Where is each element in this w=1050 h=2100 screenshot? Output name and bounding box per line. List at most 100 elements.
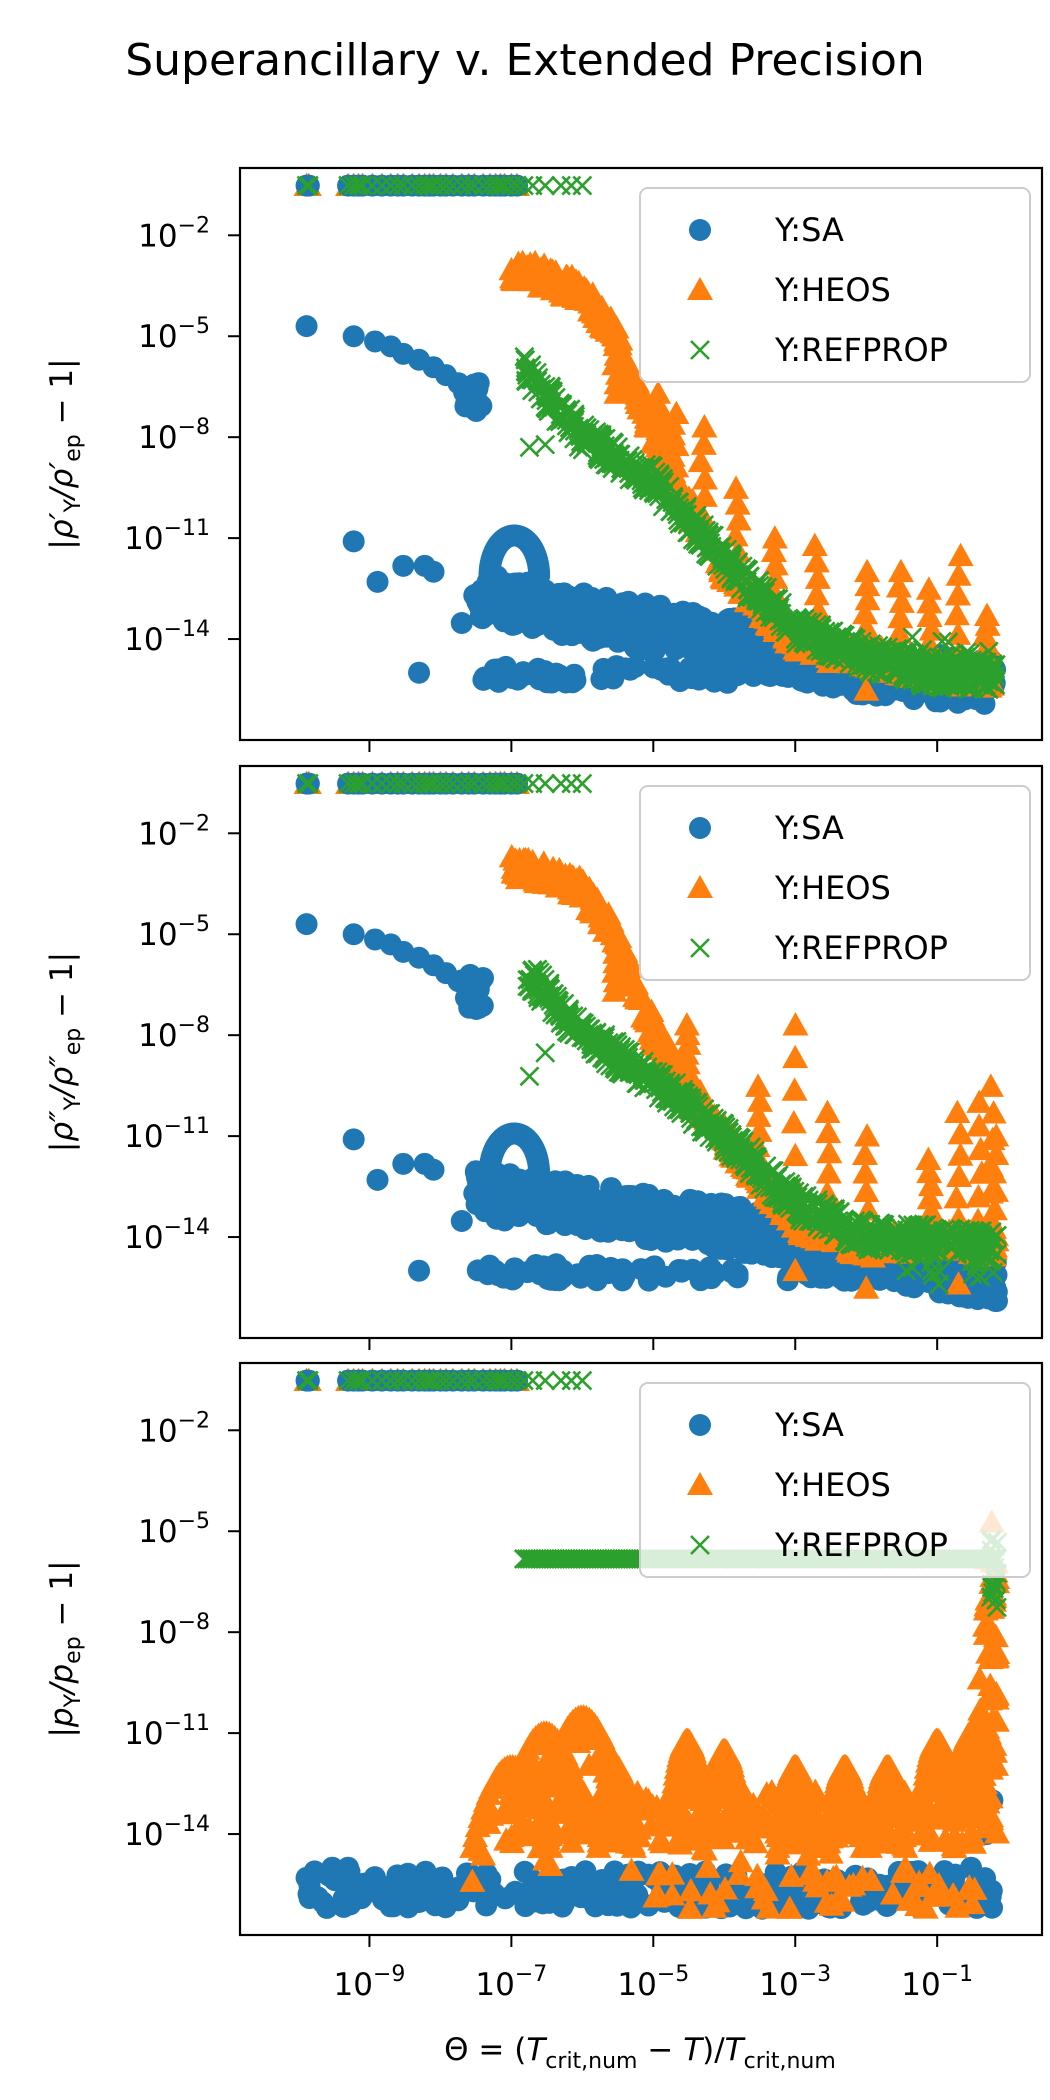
sa-point: [560, 669, 583, 692]
refprop-point: [464, 1370, 485, 1391]
sa-point: [466, 1165, 489, 1188]
sa-point: [680, 1219, 703, 1242]
y-axis-label: |ρ′Y/ρ′ep − 1|: [44, 358, 86, 549]
y-tick-label: 10−14: [124, 1215, 210, 1256]
heos-point: [983, 1141, 1010, 1165]
heos-point: [694, 1854, 721, 1878]
heos-point: [916, 603, 943, 627]
sa-point: [492, 1184, 515, 1207]
heos-point: [745, 1103, 772, 1127]
refprop-point: [551, 175, 571, 196]
refprop-point: [387, 773, 408, 794]
heos-point: [801, 532, 828, 556]
heos-point: [781, 1077, 808, 1101]
sa-point: [632, 636, 655, 659]
refprop-point: [507, 773, 527, 794]
refprop-point: [807, 614, 827, 635]
sa-point: [718, 642, 741, 665]
heos-point: [918, 617, 945, 641]
heos-point: [645, 380, 672, 404]
heos-point: [526, 858, 553, 882]
heos-point: [622, 370, 649, 394]
sa-point: [659, 656, 682, 679]
sa-point: [630, 1258, 653, 1281]
heos-point: [549, 1763, 576, 1787]
heos-point: [575, 280, 602, 304]
refprop-point: [749, 575, 770, 596]
sa-point: [466, 1259, 489, 1282]
refprop-point: [751, 591, 772, 611]
y-tick-label: 10−2: [138, 213, 210, 254]
sa-point: [681, 1258, 704, 1281]
refprop-point: [563, 1024, 584, 1045]
refprop-point: [832, 628, 853, 648]
refprop-point: [914, 670, 935, 691]
sa-point: [614, 657, 637, 680]
refprop-point: [343, 1370, 364, 1391]
heos-point: [638, 998, 665, 1023]
sa-point: [714, 1193, 737, 1216]
refprop-point: [535, 773, 556, 794]
heos-point: [691, 466, 718, 490]
refprop-point: [296, 1370, 317, 1391]
plot-area: [293, 172, 1007, 715]
sa-point: [590, 1257, 613, 1280]
sa-point: [662, 1194, 685, 1217]
sa-point: [602, 613, 625, 636]
refprop-point: [605, 452, 626, 472]
heos-point: [816, 1139, 843, 1164]
refprop-point: [298, 175, 319, 196]
sa-point: [764, 1861, 787, 1884]
heos-point: [854, 558, 881, 583]
heos-point: [943, 1184, 970, 1209]
refprop-point: [902, 627, 923, 648]
refprop-point: [535, 1370, 556, 1391]
sa-point: [474, 581, 497, 604]
refprop-point: [892, 665, 913, 686]
refprop-point: [436, 1370, 456, 1391]
y-tick-label: 10−11: [124, 516, 210, 557]
refprop-point: [513, 1370, 534, 1391]
refprop-point: [362, 1370, 383, 1391]
refprop-point: [950, 668, 971, 688]
y-tick-label: 10−8: [138, 1013, 210, 1054]
heos-point: [782, 1257, 809, 1282]
sa-point: [470, 394, 493, 417]
refprop-point: [819, 1207, 840, 1227]
refprop-point: [343, 175, 364, 196]
refprop-point: [937, 662, 958, 683]
refprop-point: [904, 647, 925, 668]
refprop-point: [974, 1228, 995, 1248]
refprop-point: [929, 1274, 949, 1295]
refprop-point: [458, 175, 479, 196]
refprop-point: [725, 1146, 746, 1167]
refprop-point: [812, 640, 833, 660]
refprop-point: [787, 615, 808, 636]
refprop-point: [352, 175, 373, 196]
heos-point: [605, 361, 632, 385]
refprop-point: [442, 175, 463, 196]
legend-marker-heos: [687, 277, 713, 300]
refprop-point: [527, 362, 547, 383]
heos-point: [947, 1120, 974, 1145]
heos-point: [459, 1868, 486, 1892]
refprop-point: [952, 673, 973, 694]
heos-point: [782, 1142, 809, 1167]
sa-point: [960, 1856, 983, 1879]
refprop-point: [678, 1086, 699, 1106]
refprop-point: [821, 646, 842, 667]
sa-point: [295, 315, 318, 338]
sa-point: [656, 627, 679, 650]
sa-point: [759, 665, 782, 688]
refprop-point: [524, 965, 545, 986]
refprop-point: [730, 1146, 751, 1166]
refprop-point: [348, 1370, 369, 1391]
refprop-point: [531, 379, 552, 399]
sa-point: [422, 560, 445, 583]
refprop-point: [485, 1370, 506, 1391]
refprop-point: [876, 654, 896, 674]
sa-point: [567, 1263, 590, 1286]
